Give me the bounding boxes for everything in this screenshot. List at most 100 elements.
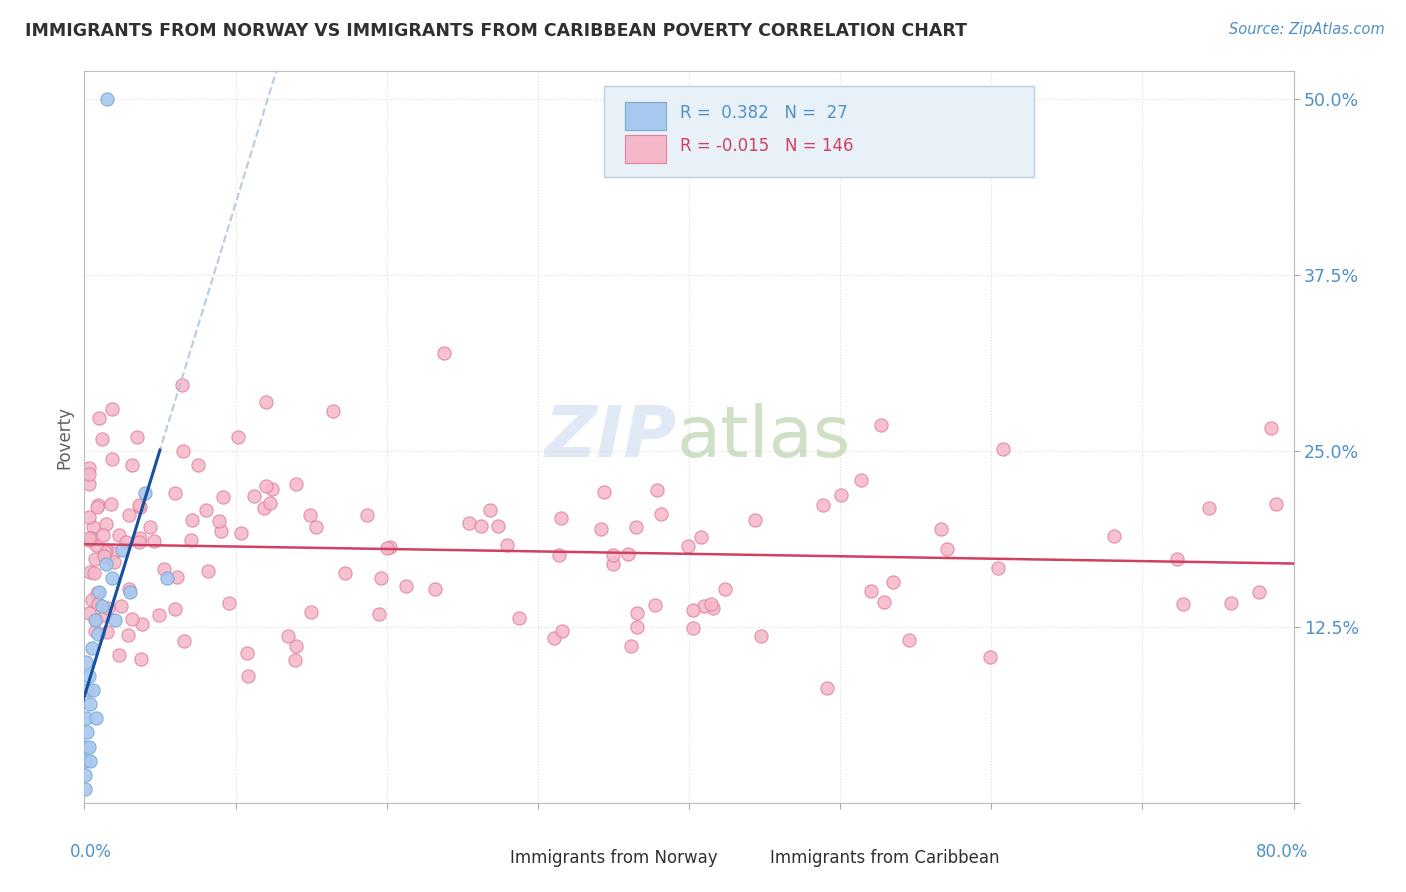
Point bbox=[700, 598, 723, 612]
Point bbox=[84, 613, 107, 627]
FancyBboxPatch shape bbox=[605, 86, 1033, 178]
Point bbox=[79, 754, 101, 768]
Point bbox=[96, 543, 118, 558]
Point bbox=[128, 498, 150, 512]
Point bbox=[305, 520, 328, 534]
Text: 0.0%: 0.0% bbox=[70, 843, 111, 861]
Point bbox=[470, 519, 492, 533]
Point bbox=[79, 565, 101, 579]
Text: R = -0.015   N = 146: R = -0.015 N = 146 bbox=[681, 137, 853, 155]
Point bbox=[134, 486, 156, 500]
Point bbox=[1198, 500, 1220, 515]
Point bbox=[114, 535, 136, 549]
Point bbox=[172, 378, 194, 392]
Point bbox=[235, 646, 257, 660]
Point bbox=[84, 538, 107, 552]
Point bbox=[101, 451, 124, 466]
Point bbox=[94, 607, 117, 622]
Point bbox=[100, 497, 122, 511]
Text: R =  0.382   N =  27: R = 0.382 N = 27 bbox=[681, 104, 848, 122]
Point bbox=[77, 669, 100, 683]
Point bbox=[129, 651, 152, 665]
Point bbox=[89, 584, 111, 599]
Point bbox=[645, 483, 668, 498]
Point bbox=[76, 725, 98, 739]
Point bbox=[395, 579, 418, 593]
Point bbox=[118, 508, 141, 523]
Point bbox=[208, 514, 231, 528]
Point bbox=[73, 739, 96, 754]
Point bbox=[813, 498, 835, 512]
Point bbox=[218, 595, 240, 609]
Point bbox=[254, 478, 277, 492]
Point bbox=[86, 585, 108, 599]
Point bbox=[551, 624, 574, 639]
Point bbox=[117, 628, 139, 642]
Point bbox=[82, 592, 104, 607]
Text: 80.0%: 80.0% bbox=[1256, 843, 1308, 861]
Point bbox=[682, 621, 704, 635]
Point bbox=[118, 582, 141, 596]
Text: Immigrants from Caribbean: Immigrants from Caribbean bbox=[770, 848, 1000, 867]
Point bbox=[830, 488, 852, 502]
Point bbox=[82, 519, 104, 533]
Point bbox=[156, 571, 179, 585]
Point bbox=[744, 513, 766, 527]
Point bbox=[1260, 421, 1282, 435]
Point bbox=[620, 640, 643, 654]
Text: Immigrants from Norway: Immigrants from Norway bbox=[510, 848, 717, 867]
Point bbox=[87, 627, 110, 641]
Point bbox=[550, 510, 572, 524]
Point bbox=[166, 570, 188, 584]
Point bbox=[589, 522, 612, 536]
Point bbox=[644, 598, 666, 612]
Point bbox=[172, 444, 194, 458]
Point bbox=[77, 606, 100, 620]
Point bbox=[83, 552, 105, 566]
Point bbox=[702, 601, 724, 615]
Point bbox=[91, 432, 114, 446]
Point bbox=[1102, 529, 1125, 543]
Point bbox=[100, 401, 122, 416]
Point bbox=[987, 561, 1010, 575]
Point bbox=[80, 641, 103, 656]
Point bbox=[229, 526, 252, 541]
Bar bbox=[624, 102, 666, 130]
Point bbox=[1219, 596, 1241, 610]
Point bbox=[86, 711, 108, 725]
Point bbox=[94, 557, 117, 571]
Point bbox=[897, 633, 920, 648]
Point bbox=[86, 612, 108, 626]
Point bbox=[1247, 585, 1270, 599]
Point bbox=[284, 653, 307, 667]
Bar bbox=[471, 852, 495, 866]
Point bbox=[870, 417, 893, 432]
Point bbox=[173, 633, 195, 648]
Point bbox=[693, 599, 716, 613]
Point bbox=[277, 629, 299, 643]
Point bbox=[96, 93, 118, 107]
Point bbox=[508, 611, 530, 625]
Point bbox=[333, 566, 356, 580]
Point bbox=[882, 574, 904, 589]
Point bbox=[991, 442, 1014, 457]
Point bbox=[617, 547, 640, 561]
Point bbox=[936, 541, 959, 556]
Point bbox=[243, 490, 266, 504]
Point bbox=[108, 528, 131, 542]
Point bbox=[163, 602, 186, 616]
Point bbox=[73, 767, 96, 781]
Point bbox=[187, 458, 209, 473]
Point bbox=[682, 602, 704, 616]
Point bbox=[253, 500, 276, 515]
Point bbox=[602, 549, 624, 563]
Point bbox=[87, 411, 110, 425]
Point bbox=[859, 584, 882, 599]
Point bbox=[259, 496, 281, 510]
Point bbox=[91, 599, 114, 613]
Point bbox=[82, 683, 104, 698]
Point bbox=[129, 500, 152, 514]
Point bbox=[111, 542, 134, 557]
Point bbox=[87, 498, 110, 512]
Point bbox=[77, 461, 100, 475]
